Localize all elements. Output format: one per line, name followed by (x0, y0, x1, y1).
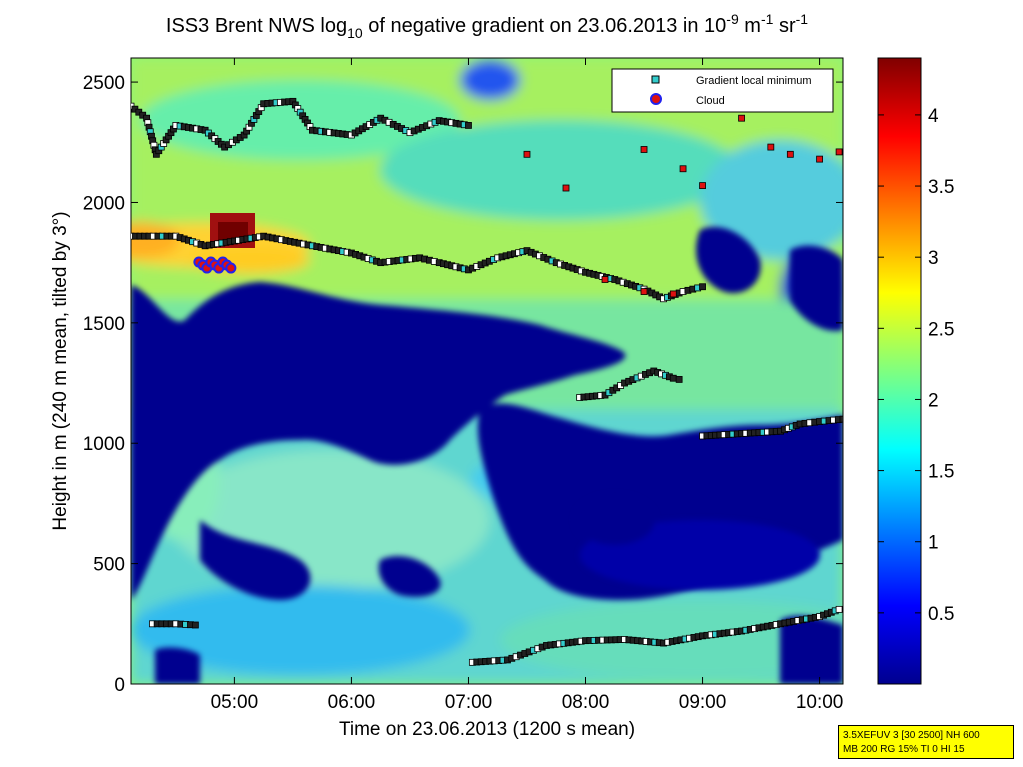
x-tick-label: 08:00 (562, 692, 610, 713)
cloud-marker (669, 290, 677, 298)
y-tick-label: 500 (93, 555, 125, 576)
y-axis: 0 500 1000 1500 2000 2500 (83, 73, 843, 696)
legend-box (611, 68, 834, 113)
colorbar-gradient (877, 57, 922, 685)
gradient-minimum-marker (465, 122, 472, 129)
chart-title: ISS3 Brent NWS log10 of negative gradien… (166, 11, 808, 41)
x-tick-label: 07:00 (445, 692, 493, 713)
colorbar-tick-label: 1 (928, 533, 939, 554)
cloud-marker (738, 114, 745, 122)
colorbar-tick-label: 3.5 (928, 177, 954, 198)
x-axis-label: Time on 23.06.2013 (1200 s mean) (339, 719, 635, 740)
y-tick-label: 2500 (83, 73, 125, 94)
gradient-minimum-marker (835, 605, 843, 613)
colorbar-tick-label: 2.5 (928, 319, 954, 340)
cloud-marker (601, 276, 609, 283)
gradient-minimum-marker (675, 376, 683, 383)
legend-label-gradient-minimum: Gradient local minimum (696, 75, 812, 87)
cloud-marker (835, 148, 843, 156)
cloud-marker (679, 165, 687, 173)
colorbar-tick-label: 4 (928, 106, 939, 127)
cloud-marker (767, 143, 775, 151)
info-line-2: MB 200 RG 15% TI 0 HI 15 (843, 744, 965, 755)
cloud-marker (786, 150, 794, 158)
plot-area-frame (130, 57, 844, 685)
y-tick-label: 1500 (83, 314, 125, 335)
gradient-minimum-marker (669, 374, 677, 382)
x-tick-label: 06:00 (328, 692, 376, 713)
colorbar-tick-label: 0.5 (928, 604, 954, 625)
heatmap-field (131, 58, 843, 684)
cloud-marker (562, 184, 570, 192)
x-tick-label: 10:00 (796, 692, 844, 713)
cloud-marker (523, 150, 531, 158)
colorbar-tick-label: 3 (928, 248, 939, 269)
y-axis-label: Height in m (240 m mean, tilted by 3°) (50, 211, 71, 530)
y-tick-label: 2000 (83, 193, 125, 214)
gradient-minimum-marker (699, 283, 706, 291)
colorbar-tick-label: 1.5 (928, 462, 954, 483)
y-tick-label: 1000 (83, 434, 125, 455)
colorbar-tick-label: 2 (928, 390, 939, 411)
x-axis: 05:00 06:00 07:00 08:00 09:00 10:00 (211, 58, 844, 713)
legend-label-cloud: Cloud (696, 95, 725, 107)
y-tick-label: 0 (114, 675, 125, 696)
x-tick-label: 09:00 (679, 692, 727, 713)
cloud-marker (640, 288, 648, 295)
cloud-marker (640, 146, 648, 153)
data-markers (131, 97, 843, 666)
legend-marker-gradient-minimum (651, 75, 660, 84)
cloud-marker (816, 155, 823, 163)
colorbar-ticks: 0.5 1 1.5 2 2.5 3 3.5 4 (878, 106, 954, 625)
info-line-1: 3.5XEFUV 3 [30 2500] NH 600 (843, 730, 980, 741)
gradient-minimum-marker (191, 621, 199, 629)
cloud-circle-marker (225, 262, 237, 274)
x-tick-label: 05:00 (211, 692, 259, 713)
legend: Gradient local minimum Cloud (611, 68, 834, 113)
colorbar: 0.5 1 1.5 2 2.5 3 3.5 4 (877, 57, 954, 685)
legend-marker-cloud (650, 93, 662, 105)
cloud-marker (699, 182, 706, 190)
settings-info-box: 3.5XEFUV 3 [30 2500] NH 600 MB 200 RG 15… (838, 725, 1014, 759)
gradient-minimum-marker (839, 415, 843, 423)
